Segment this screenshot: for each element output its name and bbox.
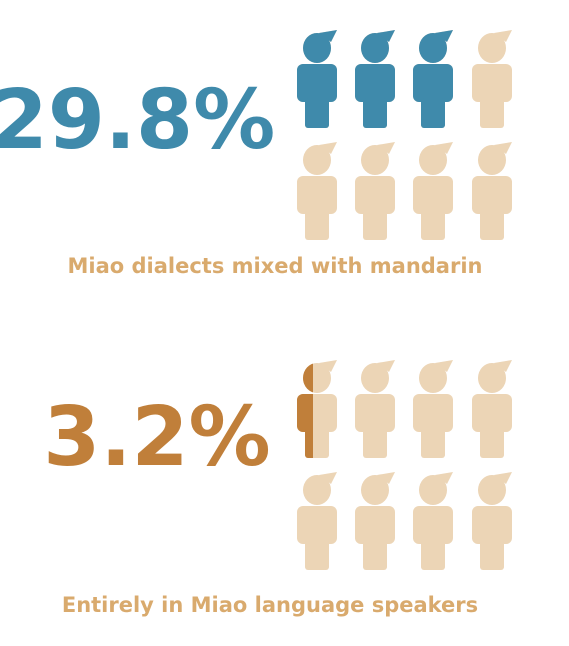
person-icon <box>413 142 453 240</box>
person-icon <box>355 360 395 458</box>
percentage-label: 29.8% <box>0 73 275 168</box>
person-icon <box>297 360 337 458</box>
person-icon <box>355 30 395 128</box>
person-icon <box>472 142 512 240</box>
person-icon <box>472 30 512 128</box>
filled-icon <box>355 30 395 128</box>
caption: Entirely in Miao language speakers <box>62 593 478 617</box>
person-icon <box>413 360 453 458</box>
person-icon <box>297 472 337 570</box>
person-icon <box>355 472 395 570</box>
person-icon <box>413 30 453 128</box>
percentage-label: 3.2% <box>43 390 270 485</box>
caption: Miao dialects mixed with mandarin <box>68 254 483 278</box>
person-icon <box>472 472 512 570</box>
filled-icon <box>297 30 337 128</box>
filled-icon <box>413 30 453 128</box>
filled-icon <box>297 363 313 458</box>
person-icon <box>297 142 337 240</box>
person-icon <box>297 30 337 128</box>
person-icon <box>355 142 395 240</box>
person-icon <box>413 472 453 570</box>
person-icon <box>472 360 512 458</box>
